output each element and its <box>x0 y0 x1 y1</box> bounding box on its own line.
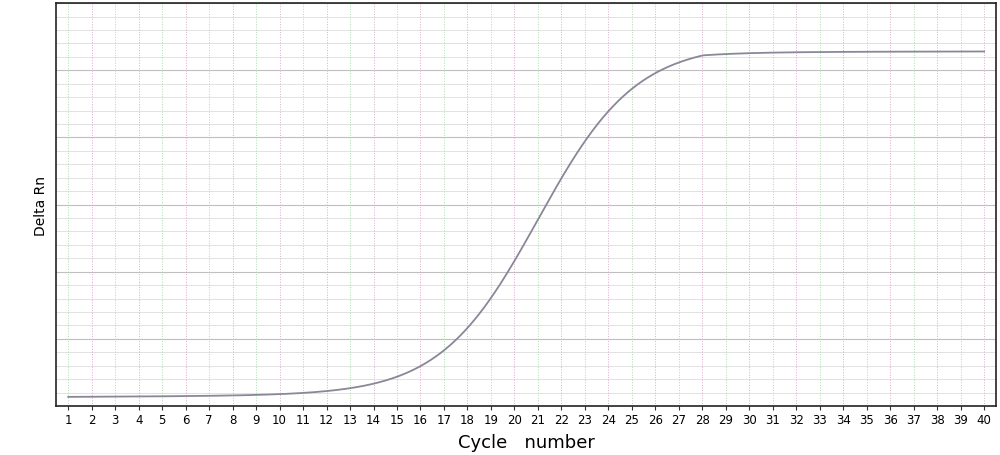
X-axis label: Cycle   number: Cycle number <box>458 433 595 451</box>
Y-axis label: Delta Rn: Delta Rn <box>34 175 48 235</box>
